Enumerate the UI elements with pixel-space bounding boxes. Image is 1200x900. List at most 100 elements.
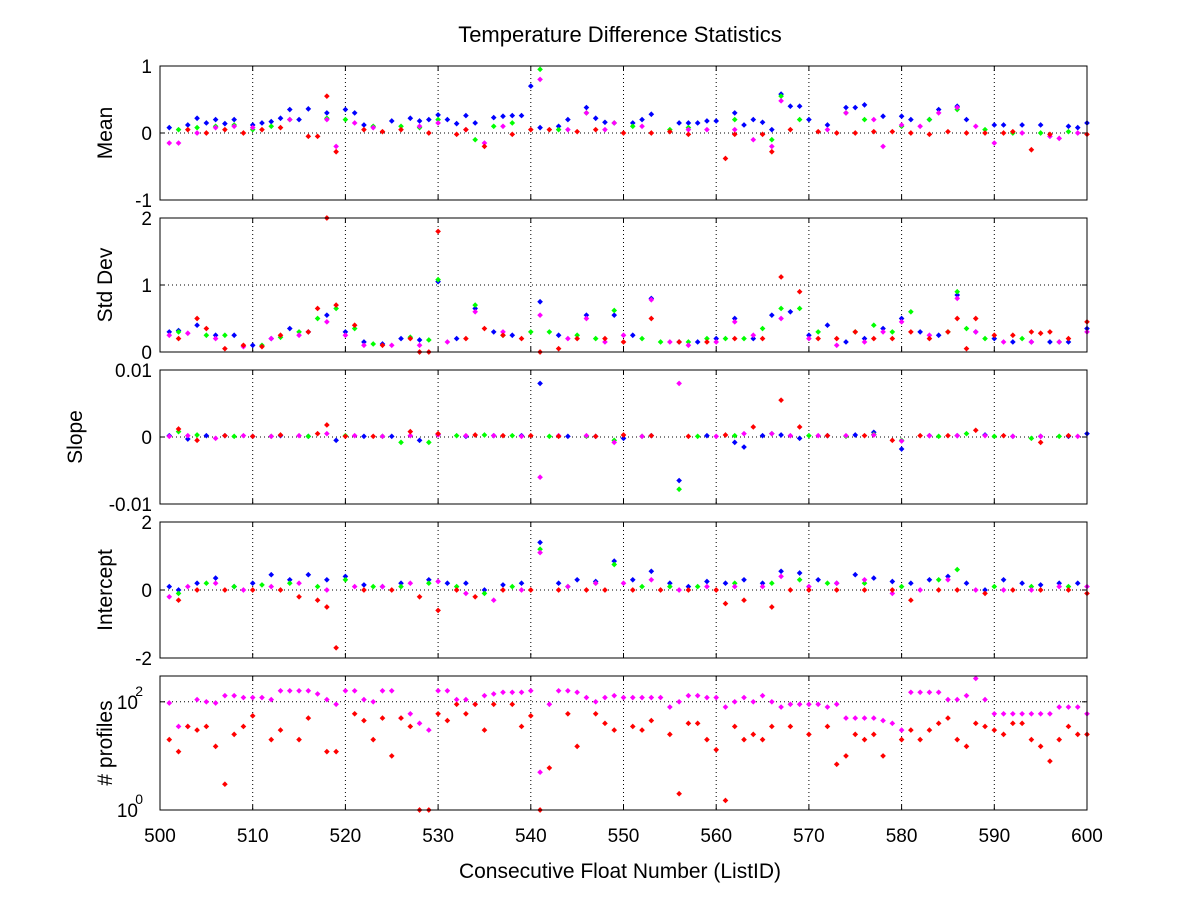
data-point bbox=[861, 335, 868, 342]
data-point bbox=[796, 576, 803, 583]
data-point bbox=[1000, 432, 1007, 439]
data-point bbox=[629, 123, 636, 130]
data-point bbox=[667, 704, 673, 710]
data-point bbox=[184, 126, 191, 133]
data-point bbox=[184, 583, 191, 590]
data-point bbox=[435, 578, 441, 585]
data-point bbox=[324, 576, 330, 583]
data-point bbox=[426, 727, 432, 733]
data-point bbox=[1065, 583, 1072, 590]
data-point bbox=[472, 302, 479, 308]
data-point bbox=[1074, 580, 1081, 587]
y-tick-label: -0.01 bbox=[109, 495, 152, 516]
data-point bbox=[490, 691, 497, 697]
data-point bbox=[945, 573, 951, 580]
data-point bbox=[463, 112, 469, 119]
data-point bbox=[833, 130, 840, 136]
data-point bbox=[333, 148, 339, 155]
data-point bbox=[481, 590, 488, 597]
data-point bbox=[388, 342, 395, 349]
data-point bbox=[824, 723, 831, 730]
data-point bbox=[870, 128, 877, 135]
data-point bbox=[314, 691, 321, 697]
data-point bbox=[351, 583, 358, 590]
data-point bbox=[194, 432, 200, 438]
data-point bbox=[583, 587, 590, 593]
data-point bbox=[806, 335, 812, 342]
data-point bbox=[463, 696, 469, 703]
data-point bbox=[175, 723, 182, 730]
data-point bbox=[166, 140, 173, 146]
series-0 bbox=[166, 278, 1090, 349]
data-point bbox=[565, 116, 571, 123]
data-point bbox=[1065, 723, 1072, 730]
data-point bbox=[982, 696, 988, 703]
data-point bbox=[342, 433, 349, 440]
data-point bbox=[861, 339, 868, 345]
data-point bbox=[861, 432, 868, 439]
data-point bbox=[583, 432, 590, 439]
data-point bbox=[898, 727, 905, 733]
data-point bbox=[704, 578, 710, 585]
data-point bbox=[676, 477, 682, 484]
data-point bbox=[750, 332, 757, 339]
data-point bbox=[787, 701, 794, 708]
data-point bbox=[870, 322, 877, 329]
data-point bbox=[676, 587, 682, 593]
data-point bbox=[184, 432, 191, 439]
data-point bbox=[453, 335, 460, 342]
data-point bbox=[861, 576, 868, 583]
data-point bbox=[481, 727, 488, 733]
data-point bbox=[722, 580, 729, 587]
data-point bbox=[731, 583, 738, 590]
data-point bbox=[1074, 433, 1081, 440]
data-point bbox=[583, 104, 590, 111]
data-point bbox=[203, 432, 210, 439]
data-point bbox=[361, 696, 367, 703]
data-point bbox=[870, 575, 877, 581]
data-point bbox=[602, 126, 608, 133]
data-point bbox=[546, 126, 553, 133]
data-point bbox=[991, 583, 998, 590]
data-point bbox=[212, 580, 219, 587]
data-point bbox=[426, 130, 432, 136]
data-point bbox=[361, 433, 367, 440]
data-point bbox=[509, 120, 516, 126]
data-point bbox=[815, 701, 821, 708]
data-point bbox=[453, 696, 460, 703]
data-point bbox=[806, 701, 812, 708]
x-tick-label: 540 bbox=[515, 826, 547, 847]
data-point bbox=[388, 687, 395, 694]
data-point bbox=[222, 432, 228, 439]
data-point bbox=[1037, 330, 1044, 337]
panel-0: -1 0 1 Mean bbox=[94, 57, 1090, 212]
data-point bbox=[750, 424, 757, 430]
data-point bbox=[926, 576, 933, 583]
data-point bbox=[565, 710, 571, 717]
data-point bbox=[463, 126, 469, 133]
data-point bbox=[333, 302, 339, 308]
data-point bbox=[685, 339, 692, 345]
data-point bbox=[175, 748, 182, 755]
data-point bbox=[379, 583, 386, 590]
data-point bbox=[1028, 587, 1035, 593]
data-point bbox=[1037, 743, 1044, 750]
data-point bbox=[416, 720, 423, 727]
data-point bbox=[648, 130, 655, 136]
data-point bbox=[324, 93, 330, 99]
data-point bbox=[277, 332, 284, 339]
data-point bbox=[240, 130, 247, 136]
data-point bbox=[416, 123, 423, 130]
data-point bbox=[407, 432, 414, 439]
data-point bbox=[1000, 731, 1007, 738]
data-point bbox=[379, 715, 386, 721]
data-point bbox=[954, 315, 961, 322]
data-point bbox=[629, 587, 636, 593]
data-point bbox=[463, 580, 469, 587]
x-tick-label: 570 bbox=[793, 826, 825, 847]
data-point bbox=[1047, 710, 1053, 717]
data-point bbox=[1028, 435, 1035, 442]
data-point bbox=[778, 573, 784, 580]
data-point bbox=[249, 433, 256, 440]
data-point bbox=[982, 126, 988, 133]
